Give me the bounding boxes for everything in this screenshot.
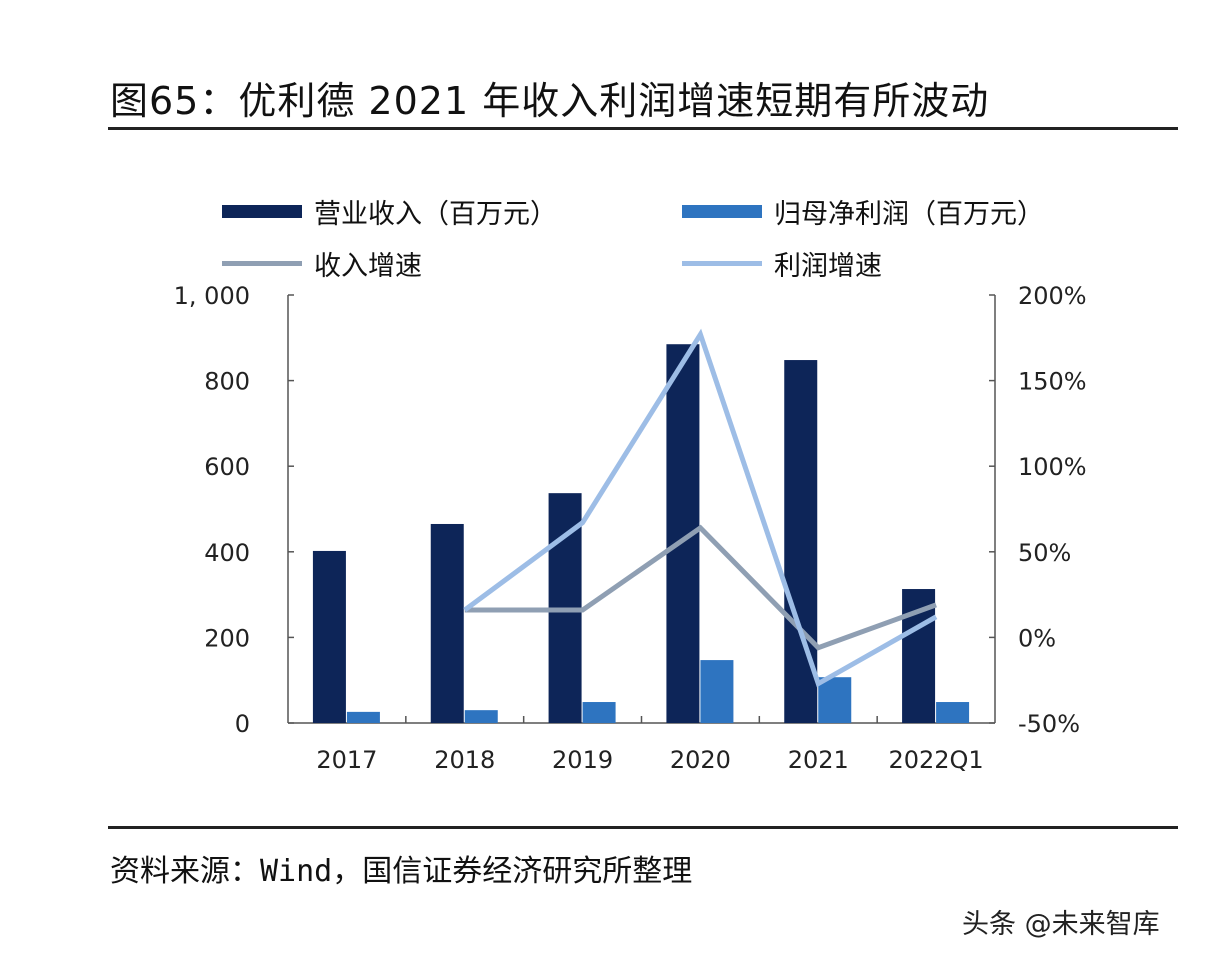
left-axis-tick-label: 1, 000: [174, 282, 250, 310]
x-axis-tick-label: 2021: [788, 746, 849, 774]
left-axis-tick-label: 0: [235, 710, 250, 738]
left-axis-tick-label: 600: [204, 453, 250, 481]
profit-bar: [346, 711, 380, 723]
profit-bar: [582, 702, 616, 723]
legend-swatch-profit-growth: [682, 261, 762, 266]
figure-title: 图65：优利德 2021 年收入利润增速短期有所波动: [110, 79, 990, 123]
profit-bar: [700, 660, 734, 723]
revenue-bar: [312, 550, 346, 723]
x-axis-tick-label: 2017: [316, 746, 377, 774]
left-axis-tick-label: 400: [204, 539, 250, 567]
right-axis-tick-label: 150%: [1018, 368, 1087, 396]
watermark: 头条 @未来智库: [962, 909, 1160, 940]
legend-label-profit: 归母净利润（百万元）: [774, 199, 1044, 230]
x-axis-tick-label: 2019: [552, 746, 613, 774]
revenue-growth-line: [464, 524, 937, 651]
revenue-bar: [430, 523, 464, 723]
profit-bar: [936, 702, 970, 723]
left-axis-tick-label: 200: [204, 624, 250, 652]
left-axis-tick-label: 800: [204, 368, 250, 396]
legend-label-revenue: 营业收入（百万元）: [314, 199, 557, 230]
legend-label-profit-growth: 利润增速: [774, 251, 882, 282]
x-axis-tick-label: 2020: [670, 746, 731, 774]
legend-profit: 归母净利润（百万元）: [682, 192, 1044, 231]
x-axis-tick-label: 2022Q1: [888, 746, 983, 774]
source-note: 资料来源：Wind，国信证券经济研究所整理: [110, 854, 693, 889]
right-axis-tick-label: 200%: [1018, 282, 1087, 310]
right-axis-tick-label: 0%: [1018, 624, 1056, 652]
profit-bar: [464, 710, 498, 723]
legend-label-revenue-growth: 收入增速: [314, 251, 422, 282]
right-axis-tick-label: 50%: [1018, 539, 1071, 567]
title-divider: [108, 127, 1178, 130]
right-axis-tick-label: 100%: [1018, 453, 1087, 481]
legend-swatch-revenue: [222, 205, 302, 218]
profit-bar: [818, 677, 852, 723]
legend-revenue: 营业收入（百万元）: [222, 192, 557, 231]
legend-swatch-profit: [682, 205, 762, 218]
legend-profit-growth: 利润增速: [682, 244, 882, 283]
source-divider: [108, 826, 1178, 829]
legend-revenue-growth: 收入增速: [222, 244, 422, 283]
right-axis-tick-label: -50%: [1018, 710, 1080, 738]
x-axis-tick-label: 2018: [434, 746, 495, 774]
legend-swatch-revenue-growth: [222, 261, 302, 266]
